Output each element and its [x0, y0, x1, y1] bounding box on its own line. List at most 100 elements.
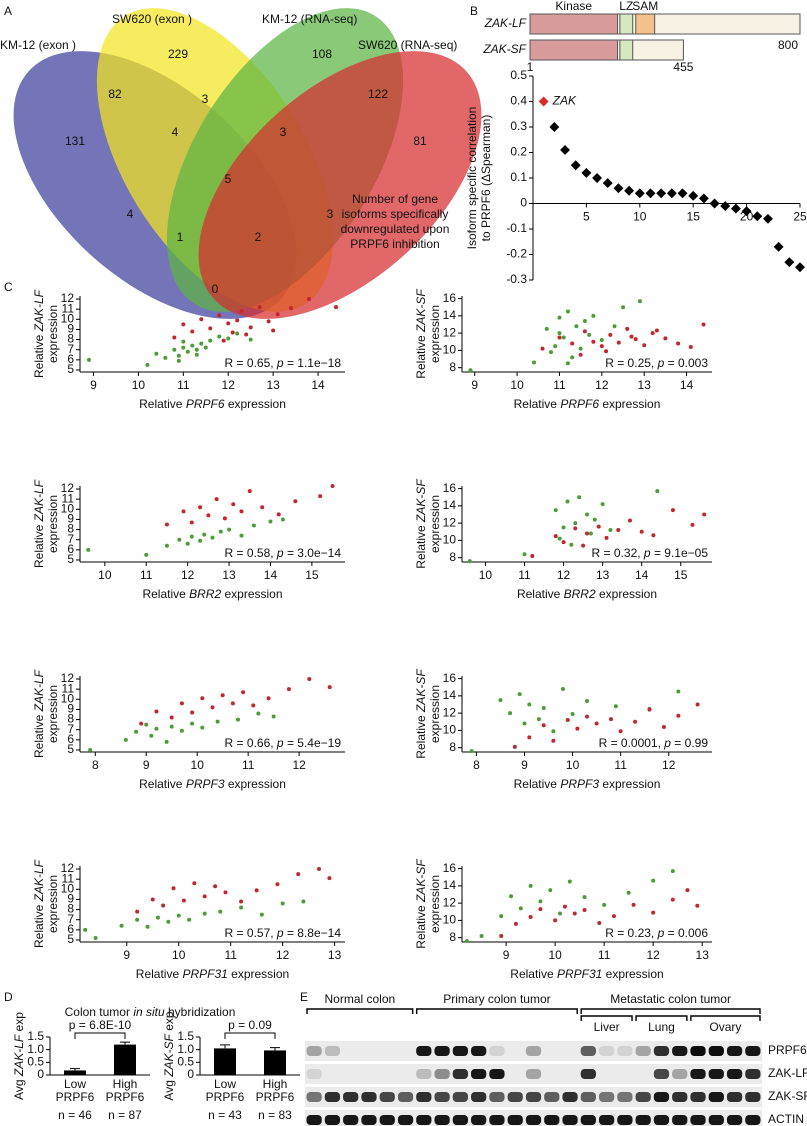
point	[561, 525, 566, 530]
group-label: Metastatic colon tumor	[610, 992, 731, 1006]
point	[578, 346, 583, 351]
y-tick-label: 10	[61, 501, 75, 515]
point	[145, 924, 150, 929]
point	[784, 257, 795, 268]
x-axis-label-part: expression	[602, 967, 663, 981]
point	[565, 499, 570, 504]
y-axis-label-part: ZAK-SF	[162, 1033, 176, 1077]
error-bar	[220, 1044, 230, 1049]
annotation-part: p	[657, 926, 665, 940]
band	[452, 1092, 469, 1102]
point	[210, 705, 215, 710]
point	[517, 692, 522, 697]
group-bracket	[580, 1008, 761, 1014]
point	[549, 122, 560, 132]
y-tick-label: 0.2	[510, 145, 527, 159]
band	[745, 1046, 761, 1056]
y-tick-label: 14	[443, 308, 457, 322]
y-axis-label-part: ZAK-LF	[32, 859, 46, 902]
x-tick-label: PRPF6	[256, 1090, 295, 1104]
domain	[619, 13, 634, 35]
point	[612, 324, 617, 329]
point	[144, 552, 149, 557]
point	[163, 355, 168, 360]
y-tick-label: 9	[67, 892, 74, 906]
y-tick-label: 12	[443, 515, 457, 529]
subgroup-label: Ovary	[709, 1020, 741, 1034]
x-tick-label: 11	[614, 758, 627, 772]
subgroup-bracket	[580, 1015, 633, 1021]
point	[594, 721, 599, 726]
point	[230, 701, 235, 706]
point	[585, 699, 589, 704]
point	[235, 717, 240, 722]
annotation-part: R = 0.23,	[605, 926, 657, 940]
point	[259, 912, 264, 917]
point	[530, 553, 535, 558]
band	[416, 1115, 432, 1125]
band	[343, 1069, 358, 1079]
band	[580, 1069, 596, 1079]
x-tick-label: High	[263, 1077, 288, 1091]
band	[452, 1115, 469, 1125]
point	[527, 735, 532, 740]
point	[208, 326, 213, 331]
domain-label: SAM	[632, 0, 658, 13]
point	[582, 895, 587, 900]
significance-bracket	[224, 1032, 276, 1039]
y-axis-label-part: Avg	[12, 1076, 26, 1100]
point	[608, 528, 613, 533]
band	[672, 1069, 688, 1079]
annotation-part: = 0.006	[664, 926, 708, 940]
point	[254, 888, 259, 893]
band	[636, 1069, 651, 1079]
x-tick-label: 13	[596, 568, 610, 582]
y-tick-label: 8	[67, 332, 74, 346]
x-axis-label: Relative BRR2 expression	[517, 587, 657, 601]
x-tick-label: PRPF6	[206, 1090, 245, 1104]
band	[398, 1069, 413, 1079]
point	[527, 702, 532, 707]
y-tick-label: 0	[520, 196, 527, 210]
venn-count: 4	[172, 125, 179, 139]
band	[306, 1115, 322, 1125]
x-axis-label: Relative BRR2 expression	[142, 587, 282, 601]
annotation-part: p	[276, 926, 284, 940]
band	[306, 1069, 322, 1079]
x-tick-label: 10	[479, 568, 493, 582]
panel-label: C	[4, 280, 13, 294]
band	[562, 1115, 578, 1125]
y-tick-label: 16	[443, 671, 457, 685]
annotation-part: = 9.1e−05	[651, 546, 709, 560]
point	[469, 749, 474, 754]
point	[257, 305, 262, 310]
x-tick-label: Low	[64, 1077, 86, 1091]
point	[185, 349, 190, 354]
band	[598, 1115, 615, 1125]
point	[567, 879, 572, 884]
y-axis-label-part: exp	[12, 1012, 26, 1035]
domain	[635, 13, 656, 35]
panel-label: A	[4, 4, 12, 18]
y-tick-label: 6	[67, 732, 74, 746]
significance-bracket	[74, 1032, 126, 1039]
y-tick-label: 11	[62, 491, 75, 505]
y-tick-label: 0.3	[510, 119, 527, 133]
band	[471, 1046, 487, 1056]
point	[176, 358, 181, 363]
annotation: R = 0.66, p = 5.4e−19	[225, 736, 342, 750]
x-tick-label: 15	[674, 568, 688, 582]
point	[688, 344, 693, 349]
x-tick-label: High	[113, 1077, 138, 1091]
point	[289, 306, 294, 311]
point	[572, 911, 577, 916]
point	[293, 499, 298, 504]
bar	[264, 1050, 286, 1075]
point	[227, 527, 232, 532]
annotation-part: R = 0.66,	[225, 736, 277, 750]
point	[512, 744, 517, 749]
venn-count: 4	[127, 207, 134, 221]
y-tick-label: 10	[61, 311, 75, 325]
band	[343, 1092, 359, 1102]
band	[635, 1092, 651, 1102]
